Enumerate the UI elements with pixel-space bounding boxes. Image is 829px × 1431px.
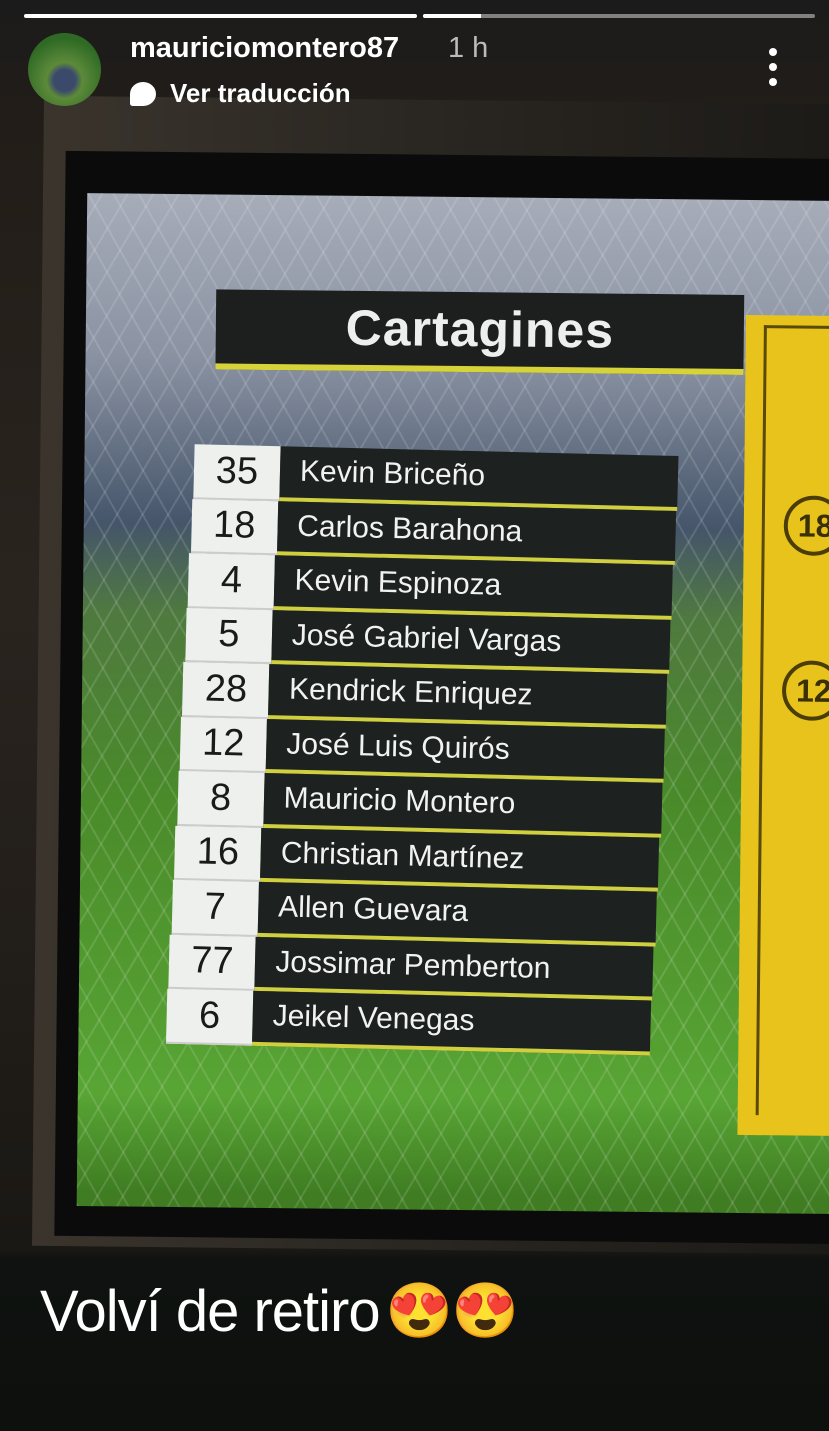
player-name: Allen Guevara [257,881,657,947]
tv-screen: Cartagines 18 12 35 Kevin Briceño 18 Carlos… [76,193,829,1215]
player-number: 16 [174,825,262,882]
caption-text: Volví de retiro [40,1279,381,1344]
player-name: José Luis Quirós [265,718,665,783]
player-number: 12 [179,716,267,774]
lineup-list: 35 Kevin Briceño 18 Carlos Barahona 4 Kevin E… [165,444,679,1056]
player-name: Carlos Barahona [276,500,676,565]
story-caption: Volví de retiro 😍😍 [40,1278,519,1345]
player-number: 6 [165,988,254,1046]
team-title: Cartagines [215,289,745,375]
heart-eyes-emoji: 😍😍 [385,1281,519,1341]
player-name: Kendrick Enriquez [268,664,668,729]
player-name: Jeikel Venegas [251,990,652,1056]
username[interactable]: mauriciomontero87 [130,32,400,64]
player-number: 18 [190,498,278,556]
player-name: Mauricio Montero [262,773,663,838]
player-number: 7 [171,879,259,937]
player-number: 8 [176,770,265,828]
opponent-panel: 18 12 [737,314,829,1138]
player-name: José Gabriel Vargas [271,609,671,674]
speech-bubble-icon [130,81,156,106]
player-name: Jossimar Pemberton [254,936,654,1001]
player-number: 28 [182,662,270,719]
translate-button[interactable]: Ver traducción [130,78,351,109]
tv: Cartagines 18 12 35 Kevin Briceño 18 Carlos… [54,150,829,1245]
more-options-icon[interactable] [763,48,783,86]
progress-segment [24,14,417,18]
player-number: 77 [168,934,257,991]
player-name: Kevin Briceño [279,446,679,511]
player-name: Kevin Espinoza [273,555,674,620]
story-progress [24,14,815,18]
player-number: 35 [193,444,281,501]
player-name: Christian Martínez [260,827,660,892]
translate-label: Ver traducción [170,78,351,108]
player-number: 4 [187,553,276,610]
player-number: 5 [185,607,273,665]
progress-segment [422,14,815,18]
avatar[interactable] [28,33,101,106]
post-time: 1 h [448,32,489,64]
